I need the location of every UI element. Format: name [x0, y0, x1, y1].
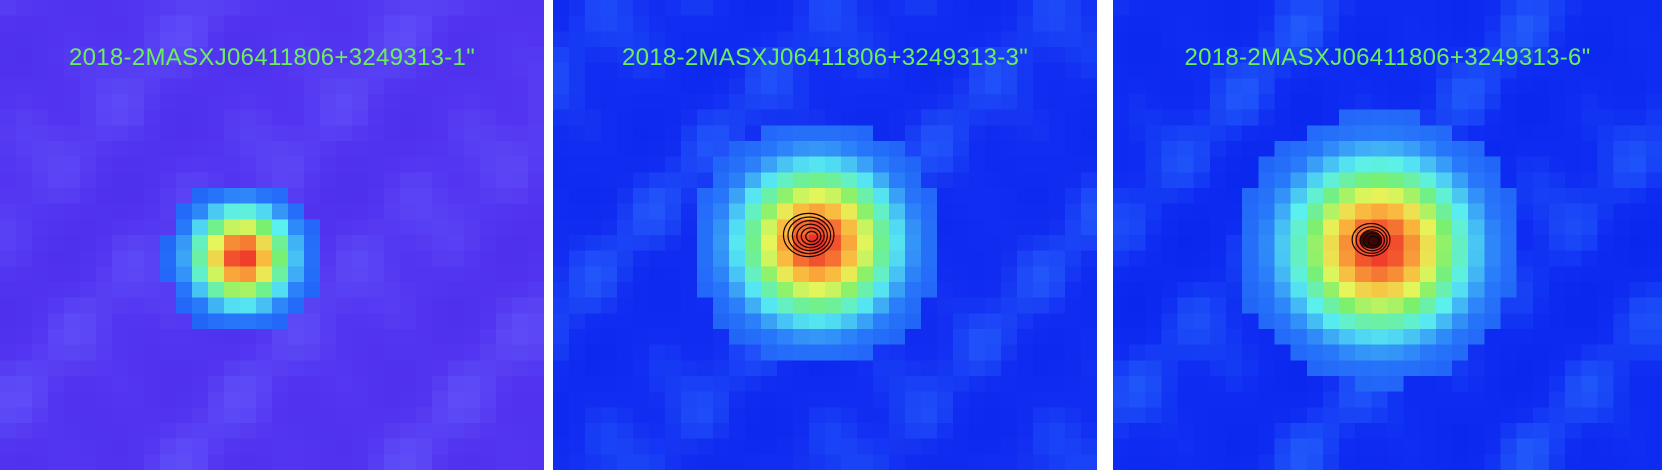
map-panel-6arcsec: 2018-2MASXJ06411806+3249313-6" [1113, 0, 1662, 470]
panel-label-3arcsec: 2018-2MASXJ06411806+3249313-3" [621, 44, 1029, 71]
panel-label-6arcsec: 2018-2MASXJ06411806+3249313-6" [1184, 44, 1591, 71]
map-panel-3arcsec: 2018-2MASXJ06411806+3249313-3" [553, 0, 1097, 470]
panel-label-1arcsec: 2018-2MASXJ06411806+3249313-1" [68, 44, 476, 71]
intensity-map-1arcsec [0, 0, 544, 470]
map-panel-1arcsec: 2018-2MASXJ06411806+3249313-1" [0, 0, 544, 470]
